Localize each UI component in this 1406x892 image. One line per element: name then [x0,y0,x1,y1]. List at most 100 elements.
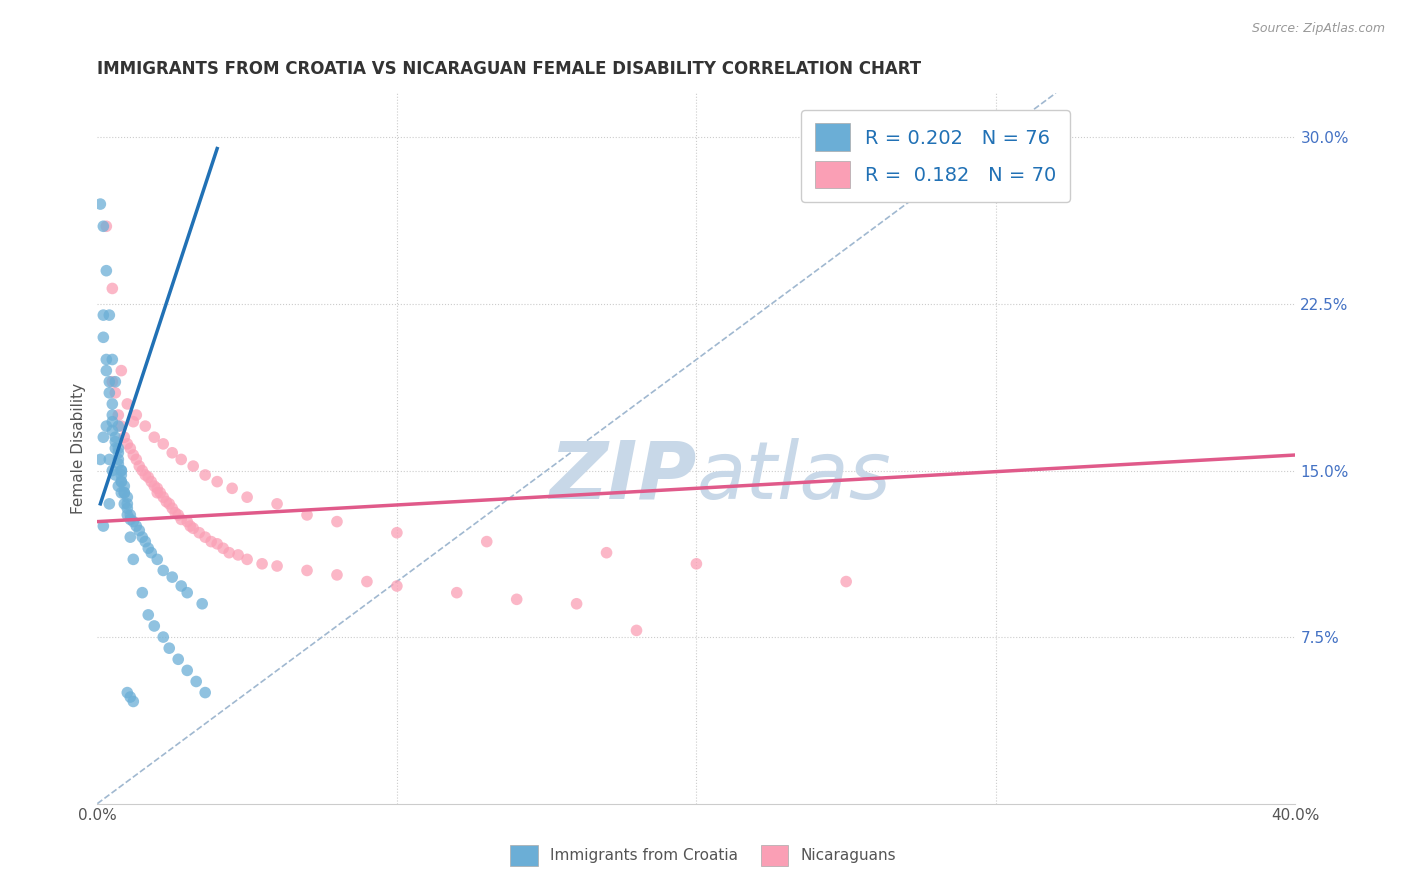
Point [143,430,166,444]
Point [181,521,204,535]
Point [236,552,259,566]
Point [101,415,124,429]
Point [107,442,129,456]
Point [236,490,259,504]
Point [385,579,408,593]
Point [134,467,156,482]
Point [107,457,129,471]
Point [96,363,118,377]
Point [101,397,124,411]
Point [565,597,588,611]
Point [475,534,498,549]
Point [125,452,148,467]
Point [295,508,318,522]
Point [98,385,121,400]
Point [96,263,118,277]
Point [120,690,142,704]
Point [112,479,135,493]
Point [112,485,135,500]
Point [122,694,145,708]
Point [179,519,201,533]
Point [104,375,127,389]
Point [122,415,145,429]
Point [110,475,132,489]
Point [117,508,139,522]
Point [112,497,135,511]
Point [143,479,166,493]
Legend: R = 0.202   N = 76, R =  0.182   N = 70: R = 0.202 N = 76, R = 0.182 N = 70 [801,110,1070,202]
Point [181,459,204,474]
Point [186,674,208,689]
Point [101,352,124,367]
Point [110,467,132,482]
Point [176,515,198,529]
Point [446,585,468,599]
Point [221,481,243,495]
Point [152,564,174,578]
Point [101,281,124,295]
Point [266,559,288,574]
Point [160,501,183,516]
Point [157,497,180,511]
Point [685,557,707,571]
Point [110,464,132,478]
Point [136,470,159,484]
Point [107,452,129,467]
Point [152,490,174,504]
Point [141,546,163,560]
Point [117,685,139,699]
Point [98,308,121,322]
Point [200,534,222,549]
Point [117,397,139,411]
Point [93,330,115,344]
Point [356,574,378,589]
Point [141,475,163,489]
Point [143,619,166,633]
Point [160,570,183,584]
Point [104,467,127,482]
Point [110,485,132,500]
Point [134,534,156,549]
Point [101,464,124,478]
Point [128,459,150,474]
Point [205,537,228,551]
Text: atlas: atlas [696,438,891,516]
Point [104,385,127,400]
Point [89,452,111,467]
Point [295,564,318,578]
Point [122,448,145,462]
Point [110,475,132,489]
Point [117,490,139,504]
Point [96,352,118,367]
Point [98,452,121,467]
Point [101,375,124,389]
Point [117,497,139,511]
Point [107,479,129,493]
Point [131,585,153,599]
Point [188,525,211,540]
Point [505,592,527,607]
Point [157,641,180,656]
Point [595,546,617,560]
Point [112,430,135,444]
Point [136,607,159,622]
Point [167,652,190,666]
Legend: Immigrants from Croatia, Nicaraguans: Immigrants from Croatia, Nicaraguans [501,836,905,875]
Point [104,434,127,449]
Point [93,430,115,444]
Point [149,485,172,500]
Text: ZIP: ZIP [548,438,696,516]
Point [176,585,198,599]
Point [152,630,174,644]
Point [125,519,148,533]
Point [136,541,159,556]
Point [93,308,115,322]
Point [120,512,142,526]
Text: IMMIGRANTS FROM CROATIA VS NICARAGUAN FEMALE DISABILITY CORRELATION CHART: IMMIGRANTS FROM CROATIA VS NICARAGUAN FE… [97,60,921,78]
Point [385,525,408,540]
Point [117,437,139,451]
Point [266,497,288,511]
Point [120,530,142,544]
Point [120,442,142,456]
Point [146,485,169,500]
